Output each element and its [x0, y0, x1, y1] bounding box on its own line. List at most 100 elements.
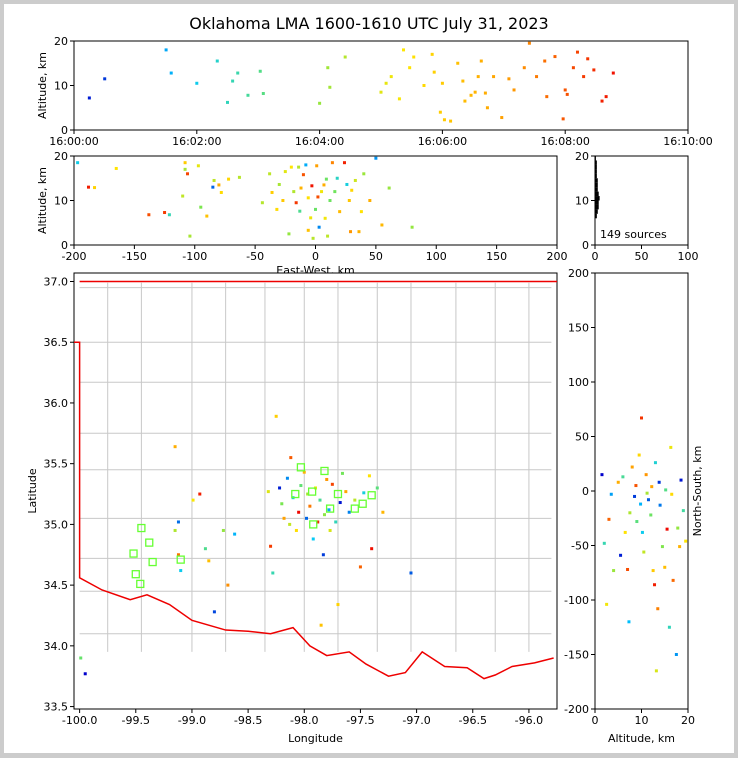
map-source-point — [173, 528, 177, 532]
histogram-bar — [595, 173, 597, 179]
county-borders — [79, 282, 552, 652]
ew-altitude-point — [310, 184, 314, 188]
ew-altitude-point — [114, 166, 118, 170]
lon-axis-tick-label: -97.0 — [402, 714, 430, 727]
ns-altitude-point — [645, 491, 649, 495]
time-altitude-point — [479, 59, 483, 63]
time-altitude-point — [592, 68, 596, 72]
time-altitude-point — [463, 99, 467, 103]
ew-altitude-point — [314, 207, 317, 211]
time-altitude-point — [492, 75, 496, 79]
ns-altitude-point — [602, 541, 606, 545]
lon-axis-tick-label: -97.5 — [346, 714, 374, 727]
ew-altitude-point — [380, 223, 384, 227]
ns-altitude-point — [633, 494, 637, 498]
hist-alt-axis-tick-label: 20 — [575, 150, 589, 163]
ew-altitude-point — [342, 161, 346, 165]
map-source-point — [362, 491, 366, 495]
ns-ylabel: North-South, km — [691, 446, 704, 537]
histogram-bar — [595, 187, 598, 192]
ew-altitude-point — [323, 216, 327, 220]
ew-altitude-ylabel: Altitude, km — [36, 167, 49, 234]
histogram-bar — [595, 164, 597, 170]
map-source-point — [336, 603, 340, 607]
lat-axis-tick-label: 34.5 — [44, 579, 69, 592]
ew-altitude-point — [333, 190, 337, 194]
histogram-bar — [595, 200, 599, 205]
ns-axis-tick-label: 200 — [568, 267, 589, 280]
ew-altitude-point — [93, 186, 97, 190]
map-source-point — [344, 490, 348, 494]
map-source-point — [289, 456, 293, 460]
ew-altitude-point — [297, 165, 301, 169]
sources-count-label: 149 sources — [600, 228, 667, 241]
ew-altitude-point — [357, 230, 361, 234]
ew-altitude-point — [299, 186, 303, 190]
ns-altitude-point — [637, 453, 641, 457]
time-altitude-point — [261, 92, 265, 96]
ns-altitude-point — [600, 473, 604, 477]
map-source-point — [212, 610, 216, 614]
ew-altitude-point — [317, 225, 321, 229]
time-altitude-point — [397, 97, 401, 101]
ns-altitude-point — [663, 565, 667, 569]
map-source-point — [325, 477, 329, 481]
ns-altitude-point — [651, 569, 655, 573]
map-source-point — [207, 559, 211, 563]
ew-altitude-point — [292, 190, 296, 194]
ew-altitude-point — [345, 182, 349, 186]
map-source-point — [269, 544, 273, 548]
lma-station-marker — [296, 463, 306, 472]
ew-altitude-point — [76, 161, 80, 165]
ew-altitude-point — [287, 232, 291, 236]
map-source-point — [299, 484, 303, 488]
lma-station-marker — [291, 489, 300, 499]
map-source-point — [83, 672, 87, 676]
time-axis-tick-label: 16:04:00 — [295, 135, 344, 148]
ew-altitude-point — [338, 210, 342, 214]
ew-altitude-point — [349, 230, 353, 234]
histogram-bar — [595, 204, 599, 210]
ns-altitude-point — [642, 550, 646, 554]
time-altitude-point — [483, 91, 487, 95]
map-source-point — [381, 510, 385, 514]
ew-altitude-point — [219, 190, 223, 194]
lon-axis-tick-label: -96.0 — [515, 714, 543, 727]
ew-axis-tick-label: -50 — [246, 250, 264, 263]
map-source-point — [285, 476, 289, 480]
time-altitude-point — [461, 79, 465, 83]
lma-station-marker — [136, 579, 145, 589]
time-altitude-point — [103, 77, 107, 81]
map-source-point — [305, 516, 309, 520]
lon-axis-tick-label: -98.5 — [234, 714, 262, 727]
time-altitude-point — [565, 92, 569, 96]
ew-altitude-point — [328, 199, 332, 202]
lma-station-marker — [137, 523, 146, 533]
histogram-bar — [595, 209, 598, 214]
map-source-point — [358, 565, 362, 569]
ew-altitude-point — [387, 186, 391, 190]
ew-altitude-point — [183, 161, 187, 165]
time-altitude-point — [449, 119, 453, 123]
map-source-point — [318, 498, 322, 502]
map-source-point — [353, 498, 357, 502]
lma-station-marker — [129, 549, 138, 558]
ew-altitude-point — [298, 209, 302, 213]
time-axis-tick-label: 16:02:00 — [172, 135, 221, 148]
ew-altitude-point — [304, 163, 308, 167]
ew-altitude-point — [260, 201, 264, 205]
time-alt-axis-tick-label: 10 — [54, 80, 68, 93]
ns-altitude-point — [609, 492, 613, 496]
map-ylabel: Latitude — [26, 468, 39, 514]
ns-altitude-point — [671, 578, 675, 582]
time-altitude-point — [231, 79, 235, 83]
time-altitude-point — [246, 93, 250, 97]
ns-frame — [594, 272, 689, 710]
map-source-point — [306, 492, 310, 496]
map-source-point — [280, 502, 284, 506]
lon-axis-tick-label: -98.0 — [290, 714, 318, 727]
lat-axis-tick-label: 35.5 — [44, 458, 69, 471]
ns-altitude-point — [674, 653, 678, 656]
ew-altitude-point — [330, 161, 334, 165]
ew-altitude-point — [316, 195, 320, 199]
